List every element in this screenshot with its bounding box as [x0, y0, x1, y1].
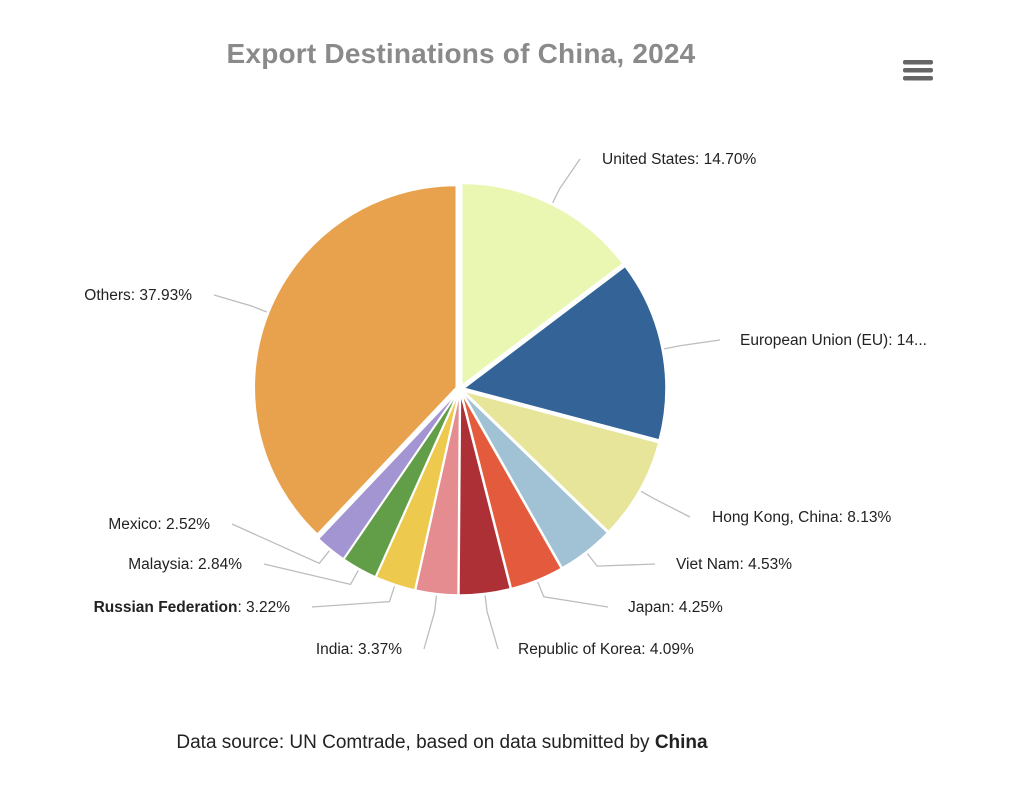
connector-line-russian-federation [311, 586, 396, 608]
pie-slice-india[interactable] [414, 392, 461, 596]
chart-title: Export Destinations of China, 2024 [226, 38, 696, 69]
connector-line-mexico [231, 523, 330, 565]
data-source-text: Data source: UN Comtrade, based on data … [176, 732, 655, 753]
connector-line-malaysia [263, 563, 359, 586]
data-label-malaysia: Malaysia: 2.84% [128, 556, 242, 573]
connector-line-others [213, 294, 268, 313]
data-label-hong-kong-china: Hong Kong, China: 8.13% [712, 509, 891, 526]
reporter-name: China [654, 732, 708, 753]
data-label-mexico: Mexico: 2.52% [108, 516, 210, 533]
hamburger-menu-icon[interactable] [897, 56, 937, 90]
pie-slice-japan[interactable] [460, 391, 562, 590]
data-label-viet-nam: Viet Nam: 4.53% [676, 556, 792, 573]
pie-slice-european-union-eu[interactable] [463, 265, 667, 441]
data-label-republic-of-korea: Republic of Korea: 4.09% [518, 641, 694, 658]
data-label-european-union-eu: European Union (EU): 14... [740, 332, 927, 349]
data-label-japan: Japan: 4.25% [628, 599, 723, 616]
pie-slice-united-states[interactable] [461, 182, 624, 387]
pie-slice-russian-federation[interactable] [375, 392, 460, 591]
connector-line-japan [537, 581, 609, 608]
pie-slice-republic-of-korea[interactable] [458, 392, 512, 596]
data-label-india: India: 3.37% [316, 641, 402, 658]
pie-labels: United States: 14.70% European Union (EU)… [84, 151, 927, 658]
pie-slice-mexico[interactable] [317, 391, 459, 560]
connector-line-india [423, 595, 438, 650]
data-source-note: Data source: UN Comtrade, based on data … [0, 732, 884, 754]
pie-slice-hong-kong-china[interactable] [462, 390, 660, 533]
data-label-russian-federation: Russian Federation: 3.22% [94, 599, 291, 616]
connector-line-republic-of-korea [484, 595, 499, 650]
connector-line-viet-nam [586, 553, 656, 567]
connector-line-united-states [552, 158, 581, 204]
data-label-others: Others: 37.93% [84, 287, 192, 304]
data-label-united-states: United States: 14.70% [602, 151, 756, 168]
pie-slice-others[interactable] [253, 184, 458, 535]
connector-line-hong-kong-china [640, 490, 691, 518]
pie-slice-viet-nam[interactable] [461, 391, 609, 569]
connector-line-european-union-eu [663, 339, 721, 350]
pie-slices [253, 182, 667, 596]
